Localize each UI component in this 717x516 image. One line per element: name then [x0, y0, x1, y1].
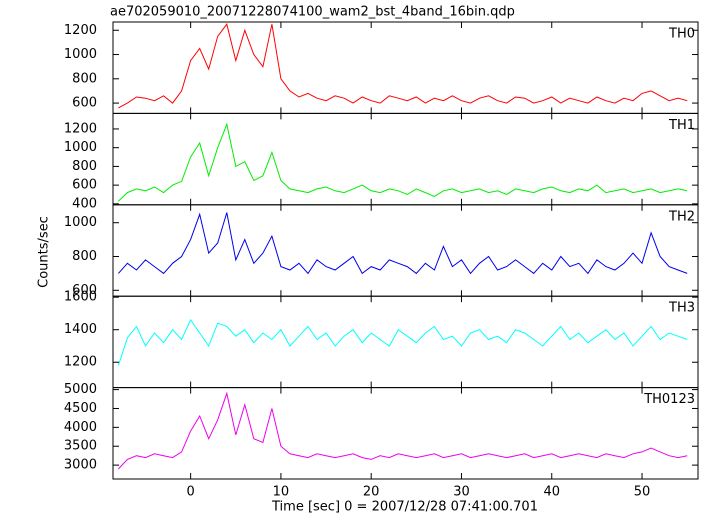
y-tick-label: 1200 — [64, 23, 97, 38]
y-tick-label: 400 — [72, 196, 97, 211]
light-curve — [118, 122, 688, 202]
light-curve — [117, 318, 688, 366]
y-tick-label: 1600 — [64, 290, 97, 305]
y-tick-label: 800 — [72, 249, 97, 264]
y-tick-label: 800 — [72, 159, 97, 174]
x-tick-label: 20 — [363, 485, 380, 500]
series-name: TH0123 — [643, 392, 695, 407]
y-tick-label: 3500 — [64, 439, 97, 454]
x-tick-label: 0 — [186, 485, 194, 500]
x-tick-label: 10 — [273, 485, 290, 500]
y-tick-label: 4500 — [64, 401, 97, 416]
y-tick-label: 600 — [72, 96, 97, 111]
y-tick-label: 600 — [72, 283, 97, 298]
y-tick-label: 5000 — [64, 382, 97, 397]
y-tick-label: 1000 — [64, 140, 97, 155]
x-tick-label: 40 — [543, 485, 560, 500]
series-name: TH0 — [668, 27, 695, 42]
panel-frame — [112, 295, 699, 389]
series-name: TH1 — [668, 118, 695, 133]
panel-frame — [112, 387, 699, 480]
x-tick-label: 50 — [634, 485, 651, 500]
y-tick-label: 3000 — [64, 458, 97, 473]
x-tick-label: 30 — [453, 485, 470, 500]
y-tick-label: 1000 — [64, 215, 97, 230]
light-curve — [118, 23, 688, 109]
series-name: TH3 — [668, 301, 695, 316]
y-tick-label: 1200 — [64, 355, 97, 370]
y-tick-label: 600 — [72, 178, 97, 193]
light-curve — [118, 391, 688, 470]
series-name: TH2 — [668, 209, 695, 224]
y-tick-label: 4000 — [64, 420, 97, 435]
y-tick-label: 1400 — [64, 322, 97, 337]
y-tick-label: 800 — [72, 71, 97, 86]
chart-title: ae702059010_20071228074100_wam2_bst_4ban… — [110, 5, 515, 20]
y-tick-label: 1000 — [64, 47, 97, 62]
y-axis-label: Counts/sec — [37, 216, 52, 288]
y-tick-label: 1200 — [64, 121, 97, 136]
x-axis-label: Time [sec] 0 = 2007/12/28 07:41:00.701 — [271, 500, 538, 515]
light-curve — [118, 212, 688, 275]
panel-frame — [112, 112, 699, 206]
